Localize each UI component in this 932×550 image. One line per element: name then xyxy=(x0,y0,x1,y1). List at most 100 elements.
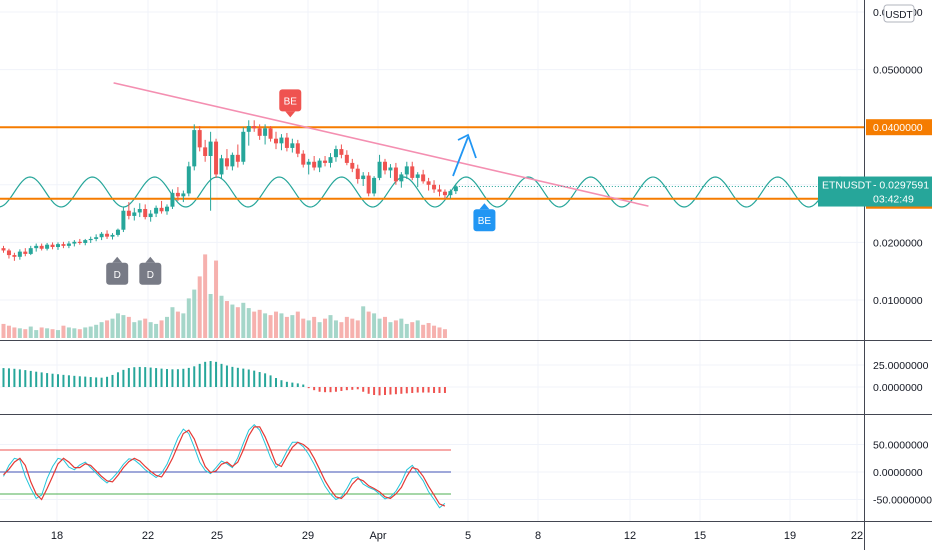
candle-body xyxy=(56,244,60,248)
candle xyxy=(230,152,235,171)
candle-body xyxy=(148,213,153,218)
candle xyxy=(301,150,306,168)
volume-bar xyxy=(148,322,153,338)
current-price-bg xyxy=(818,176,932,207)
candle-body xyxy=(214,141,219,175)
volume-bar xyxy=(219,295,224,338)
candle xyxy=(154,205,159,218)
volume-bar xyxy=(143,318,148,338)
candle xyxy=(432,180,437,193)
marker-pointer xyxy=(479,203,490,210)
volume-bar xyxy=(110,318,115,338)
candle xyxy=(366,172,371,197)
candle-body xyxy=(186,166,191,194)
candle xyxy=(88,236,93,243)
candle-body xyxy=(208,141,213,156)
volume-bar xyxy=(83,327,88,338)
volume-bar xyxy=(410,322,415,338)
volume-bar xyxy=(170,307,175,338)
candle xyxy=(94,234,99,242)
candle-body xyxy=(50,244,55,248)
candle xyxy=(274,131,278,150)
candle xyxy=(317,158,322,173)
candle-body xyxy=(344,154,349,163)
horizontal-lines xyxy=(0,126,864,200)
candle xyxy=(404,161,409,180)
candle-body xyxy=(355,168,360,180)
candle xyxy=(1,245,6,253)
candle xyxy=(453,183,458,195)
marker-d-0[interactable]: D xyxy=(106,256,129,285)
time-tick-label: 19 xyxy=(784,530,796,542)
time-axis[interactable]: 18 22 25 29 Apr 5 8 12 15 19 22 xyxy=(51,530,863,542)
direction-arrow-icon[interactable] xyxy=(452,133,477,177)
candle-body xyxy=(23,251,28,254)
price-axis[interactable]: 0.06000000.05000000.04000000.03000000.02… xyxy=(873,7,932,507)
candle xyxy=(50,242,55,250)
volume-bar xyxy=(115,313,120,338)
candle-body xyxy=(263,128,268,136)
candle xyxy=(66,241,71,249)
candle xyxy=(290,138,295,153)
candle-body xyxy=(393,167,398,182)
time-tick-label: 5 xyxy=(465,530,471,542)
candle xyxy=(344,150,349,166)
candle-body xyxy=(421,174,426,182)
current-symbol: ETNUSDT xyxy=(822,180,872,192)
candle xyxy=(83,238,88,246)
volume-bar xyxy=(126,316,131,338)
candle-body xyxy=(1,248,6,251)
candle-body xyxy=(34,245,39,249)
candle-body xyxy=(83,240,88,243)
candle xyxy=(241,127,246,165)
volume-bar xyxy=(181,313,186,338)
candle xyxy=(121,206,126,233)
volume-bar xyxy=(186,298,191,338)
marker-be-3[interactable]: BE xyxy=(473,203,496,232)
momentum-bars xyxy=(2,361,446,396)
trend-line-segment xyxy=(113,82,649,207)
candle xyxy=(268,126,273,142)
marker-label: D xyxy=(114,270,121,281)
candle-body xyxy=(350,162,355,169)
candle-body xyxy=(312,161,317,168)
volume-bar xyxy=(208,294,213,338)
marker-be-2[interactable]: BE xyxy=(279,89,302,118)
volume-bar xyxy=(137,320,142,338)
candle xyxy=(328,153,333,168)
candle-body xyxy=(453,186,458,192)
volume-bar xyxy=(154,323,159,338)
candle xyxy=(372,176,377,197)
candle-body xyxy=(448,191,453,196)
countdown-timer: 03:42:49 xyxy=(873,194,914,206)
candle-body xyxy=(192,130,197,167)
volume-bar xyxy=(34,330,39,338)
volume-bar xyxy=(344,316,349,338)
candle-body xyxy=(306,161,311,165)
volume-bar xyxy=(361,306,366,338)
candle xyxy=(350,158,355,173)
volume-bar xyxy=(317,322,322,338)
candle-body xyxy=(143,208,148,218)
volume-bar xyxy=(165,316,169,338)
volume-bar xyxy=(333,320,338,338)
marker-d-1[interactable]: D xyxy=(139,256,162,285)
candle-body xyxy=(333,149,338,158)
candle-body xyxy=(230,154,235,167)
volume-bar xyxy=(295,311,300,338)
candle xyxy=(284,132,289,152)
time-tick-label: Apr xyxy=(369,530,386,542)
candle xyxy=(355,164,360,184)
volume-bar xyxy=(56,330,60,338)
candle-body xyxy=(170,192,175,207)
candle-body xyxy=(404,166,409,175)
candle xyxy=(110,233,115,240)
time-tick-label: 12 xyxy=(624,530,636,542)
volume-bar xyxy=(214,260,219,338)
candle-body xyxy=(203,147,208,156)
time-tick-label: 22 xyxy=(142,530,154,542)
candle-body xyxy=(241,131,246,162)
currency-badge[interactable]: USDT xyxy=(883,4,915,23)
volume-bar xyxy=(415,320,420,338)
volume-bar xyxy=(257,309,262,338)
